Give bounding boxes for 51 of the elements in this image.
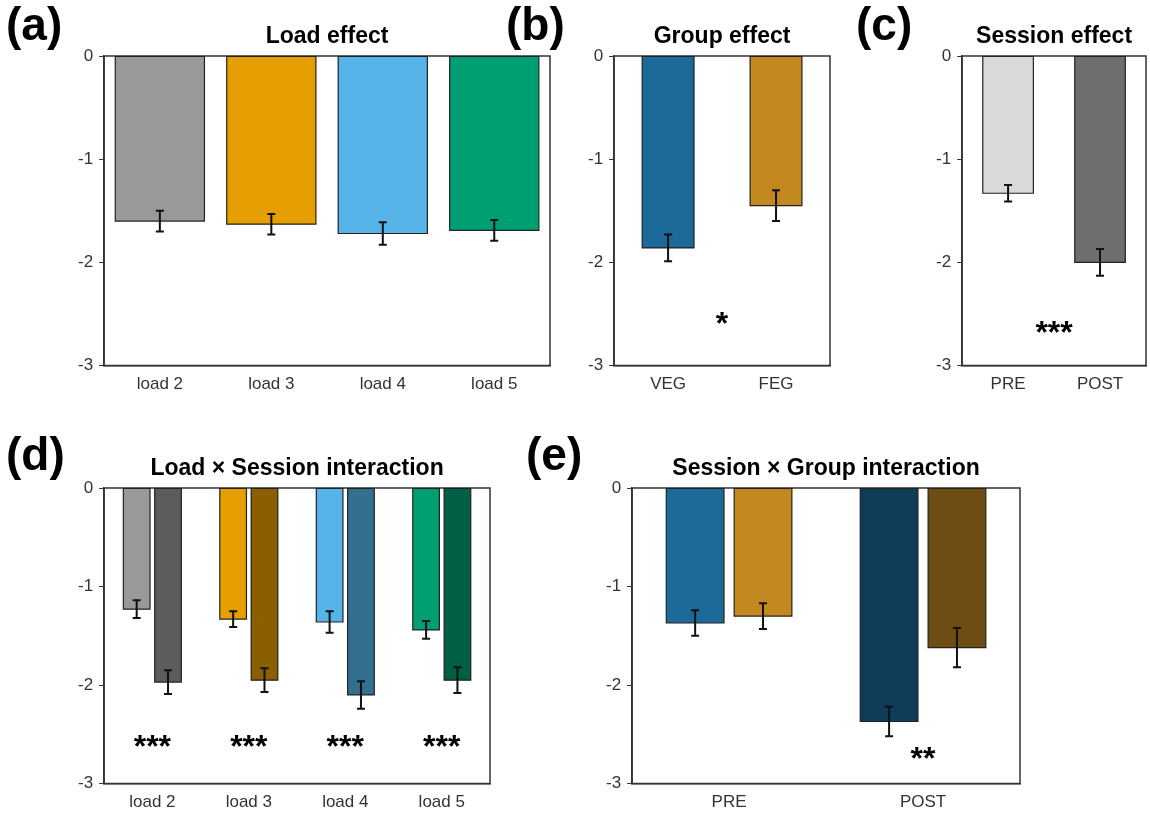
annotation: ** — [910, 739, 937, 776]
chart-title: Load × Session interaction — [150, 453, 444, 480]
x-tick-label: PRE — [990, 374, 1026, 394]
chart-title: Session effect — [976, 21, 1133, 48]
y-tick-label: -1 — [77, 148, 94, 168]
text: (e) — [526, 427, 583, 480]
y-tick-label: -1 — [605, 576, 622, 596]
annotation: *** — [133, 727, 172, 764]
y-tick-label: -3 — [605, 773, 622, 793]
y-tick-label: -2 — [77, 674, 94, 694]
y-tick-label: 0 — [941, 45, 952, 65]
y-tick-label: -3 — [935, 355, 952, 375]
y-tick-label: 0 — [593, 45, 604, 65]
x-tick-label: VEG — [650, 374, 687, 394]
annotation: *** — [326, 727, 365, 764]
annotation: *** — [1035, 314, 1074, 351]
text: (b) — [506, 0, 565, 50]
chart-title: Load effect — [265, 21, 389, 48]
annotation: *** — [230, 727, 269, 764]
chart-title: Group effect — [653, 21, 791, 48]
y-tick-label: -2 — [605, 674, 622, 694]
x-tick-label: load 3 — [248, 374, 295, 394]
x-tick-label: load 4 — [359, 374, 406, 394]
y-tick-label: 0 — [611, 477, 622, 497]
x-tick-label: load 4 — [322, 792, 369, 812]
x-tick-label: PRE — [711, 792, 747, 812]
x-tick-label: POST — [899, 792, 947, 812]
x-tick-label: POST — [1076, 374, 1124, 394]
x-tick-label: load 5 — [418, 792, 465, 812]
x-tick-label: load 2 — [129, 792, 176, 812]
y-tick-label: -1 — [935, 148, 952, 168]
y-tick-label: -3 — [77, 773, 94, 793]
annotation: * — [715, 305, 729, 342]
y-tick-label: -1 — [587, 148, 604, 168]
chart-title: Session × Group interaction — [672, 453, 980, 480]
x-tick-label: load 3 — [225, 792, 272, 812]
text: (d) — [6, 427, 65, 480]
y-tick-label: 0 — [83, 477, 94, 497]
y-tick-label: -3 — [587, 355, 604, 375]
text: (c) — [856, 0, 913, 50]
annotation: *** — [423, 727, 461, 764]
y-tick-label: -1 — [77, 576, 94, 596]
y-tick-label: -2 — [587, 252, 604, 272]
y-tick-label: 0 — [83, 45, 94, 65]
y-tick-label: -2 — [77, 252, 94, 272]
y-tick-label: -2 — [935, 252, 952, 272]
y-tick-label: -3 — [77, 355, 94, 375]
text: (a) — [6, 0, 63, 50]
x-tick-label: load 2 — [136, 374, 184, 394]
x-tick-label: FEG — [758, 374, 794, 394]
x-tick-label: load 5 — [471, 374, 518, 394]
